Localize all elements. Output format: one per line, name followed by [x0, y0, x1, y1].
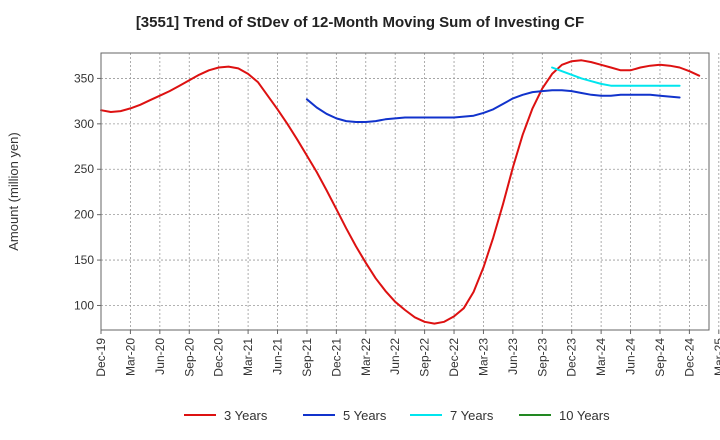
x-tick-label: Dec-19: [94, 338, 108, 377]
y-tick-label: 250: [74, 162, 94, 176]
x-tick-label: Mar-22: [359, 338, 373, 376]
x-tick-label: Jun-20: [153, 338, 167, 375]
x-tick-label: Mar-24: [594, 338, 608, 376]
x-tick-label: Jun-21: [271, 338, 285, 375]
y-tick-label: 300: [74, 117, 94, 131]
series-line-3-years: [100, 59, 701, 325]
y-tick-label: 150: [74, 253, 94, 267]
x-tick-label: Mar-25: [712, 338, 720, 376]
x-tick-label: Jun-23: [506, 338, 520, 375]
x-tick-label: Dec-20: [212, 338, 226, 377]
legend-label: 3 Years: [224, 408, 268, 423]
x-tick-label: Jun-24: [624, 338, 638, 375]
x-tick-label: Sep-22: [418, 338, 432, 377]
x-tick-label: Mar-23: [476, 338, 490, 376]
x-tick-label: Dec-23: [565, 338, 579, 377]
x-tick-label: Sep-24: [653, 338, 667, 377]
y-tick-label: 100: [74, 298, 94, 312]
legend-label: 7 Years: [450, 408, 494, 423]
chart-title: [3551] Trend of StDev of 12-Month Moving…: [135, 14, 585, 31]
x-tick-label: Dec-22: [447, 338, 461, 377]
legend: 3 Years 5 Years 7 Years 10 Years: [184, 408, 610, 423]
grid: [100, 53, 720, 330]
plot-frame: [100, 52, 710, 331]
series-line-7-years: [551, 66, 681, 87]
y-axis-title: Amount (million yen): [6, 132, 21, 251]
series-line-5-years: [305, 89, 681, 123]
x-tick-label: Sep-23: [535, 338, 549, 377]
x-tick-label: Sep-20: [182, 338, 196, 377]
x-tick-label: Dec-24: [682, 338, 696, 377]
x-tick-label: Dec-21: [329, 338, 343, 377]
series-lines: [100, 59, 701, 325]
x-tick-label: Sep-21: [300, 338, 314, 377]
x-tick-label: Jun-22: [388, 338, 402, 375]
legend-label: 10 Years: [559, 408, 610, 423]
legend-label: 5 Years: [343, 408, 387, 423]
x-tick-label: Mar-21: [241, 338, 255, 376]
x-axis-ticks: Dec-19 Mar-20 Jun-20 Sep-20 Dec-20 Mar-21 Jun-…: [94, 330, 720, 377]
x-tick-label: Mar-20: [123, 338, 137, 376]
y-tick-label: 200: [74, 208, 94, 222]
y-axis-ticks: 100 150 200 250 300 350: [74, 71, 101, 312]
y-tick-label: 350: [74, 71, 94, 85]
